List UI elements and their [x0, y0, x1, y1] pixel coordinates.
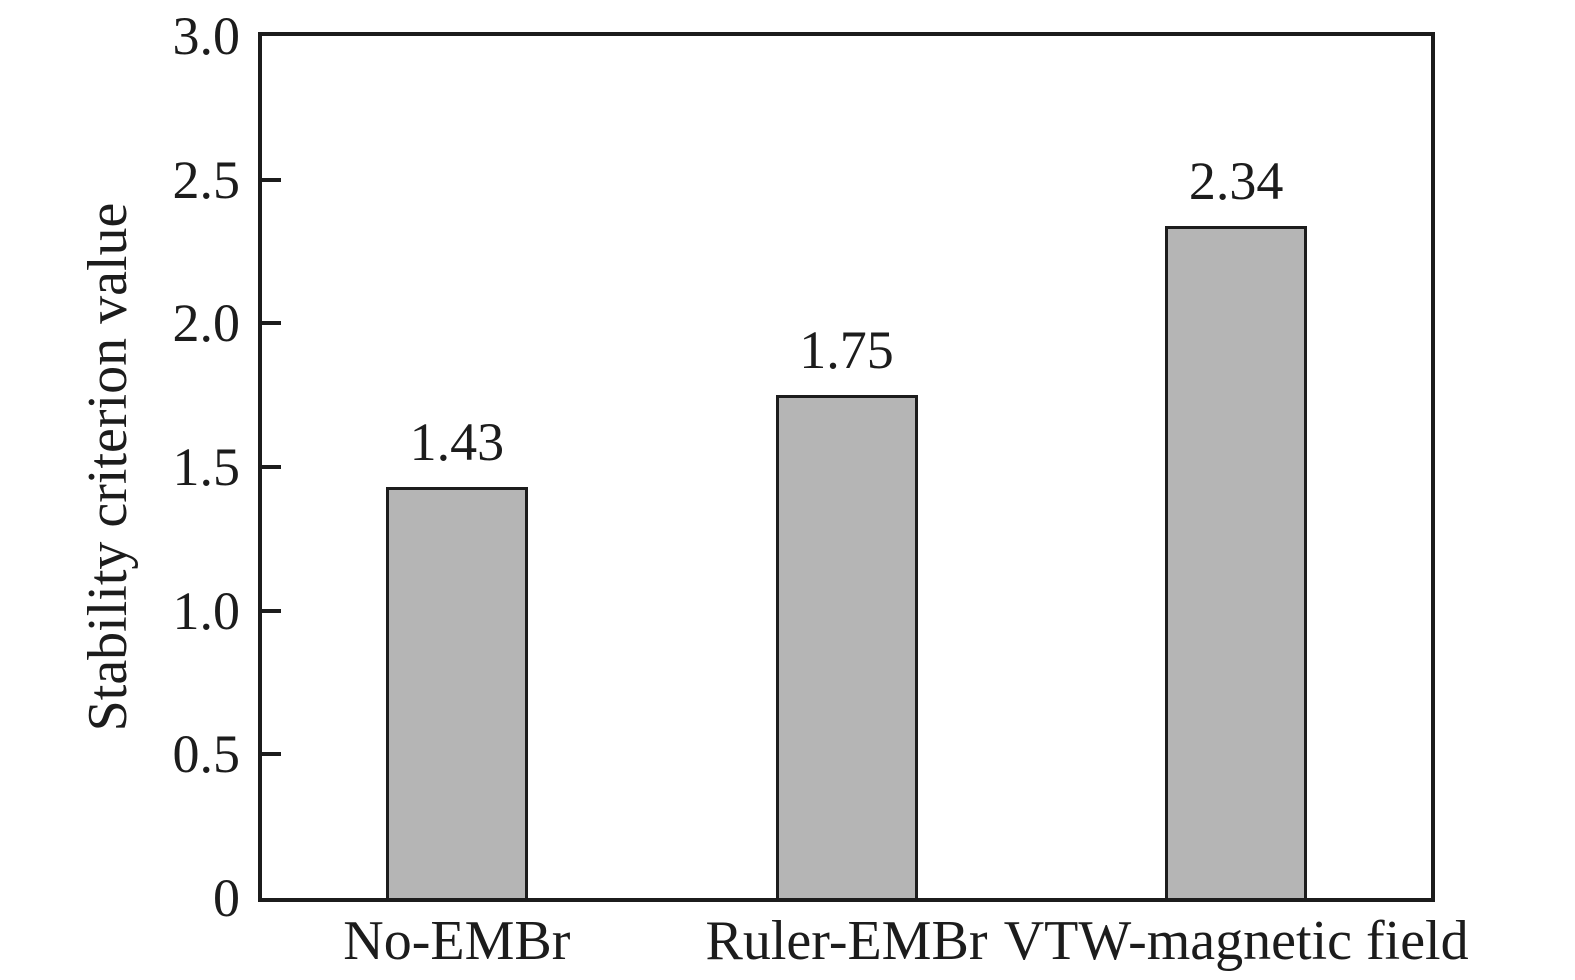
bar-value-label: 2.34 — [1188, 151, 1284, 211]
bar-No-EMBr — [385, 487, 528, 898]
y-tick-mark — [262, 752, 281, 757]
y-tick-label: 2.0 — [172, 293, 241, 354]
y-tick-mark — [262, 177, 281, 182]
y-tick-mark — [262, 321, 281, 326]
y-tick-mark — [262, 608, 281, 613]
y-tick-label: 0 — [213, 868, 240, 928]
plot-area: 1.43 1.75 2.34 — [258, 32, 1435, 902]
y-tick-label: 1.5 — [172, 437, 241, 497]
x-tick-label: Ruler-EMBr — [705, 910, 988, 972]
bar-value-label: 1.75 — [799, 320, 894, 380]
bar-value-label: 1.43 — [409, 412, 505, 472]
y-tick-mark — [262, 465, 281, 469]
y-tick-label: 0.5 — [172, 724, 241, 785]
bar-VTW-magnetic field — [1165, 226, 1308, 898]
y-tick-label: 2.5 — [172, 149, 241, 210]
x-tick-label: No-EMBr — [343, 910, 571, 972]
x-tick-label: VTW-magnetic field — [1003, 910, 1469, 972]
bar-Ruler-EMBr — [775, 395, 918, 898]
y-tick-label: 1.0 — [172, 580, 241, 641]
y-tick-label: 3.0 — [172, 6, 241, 66]
